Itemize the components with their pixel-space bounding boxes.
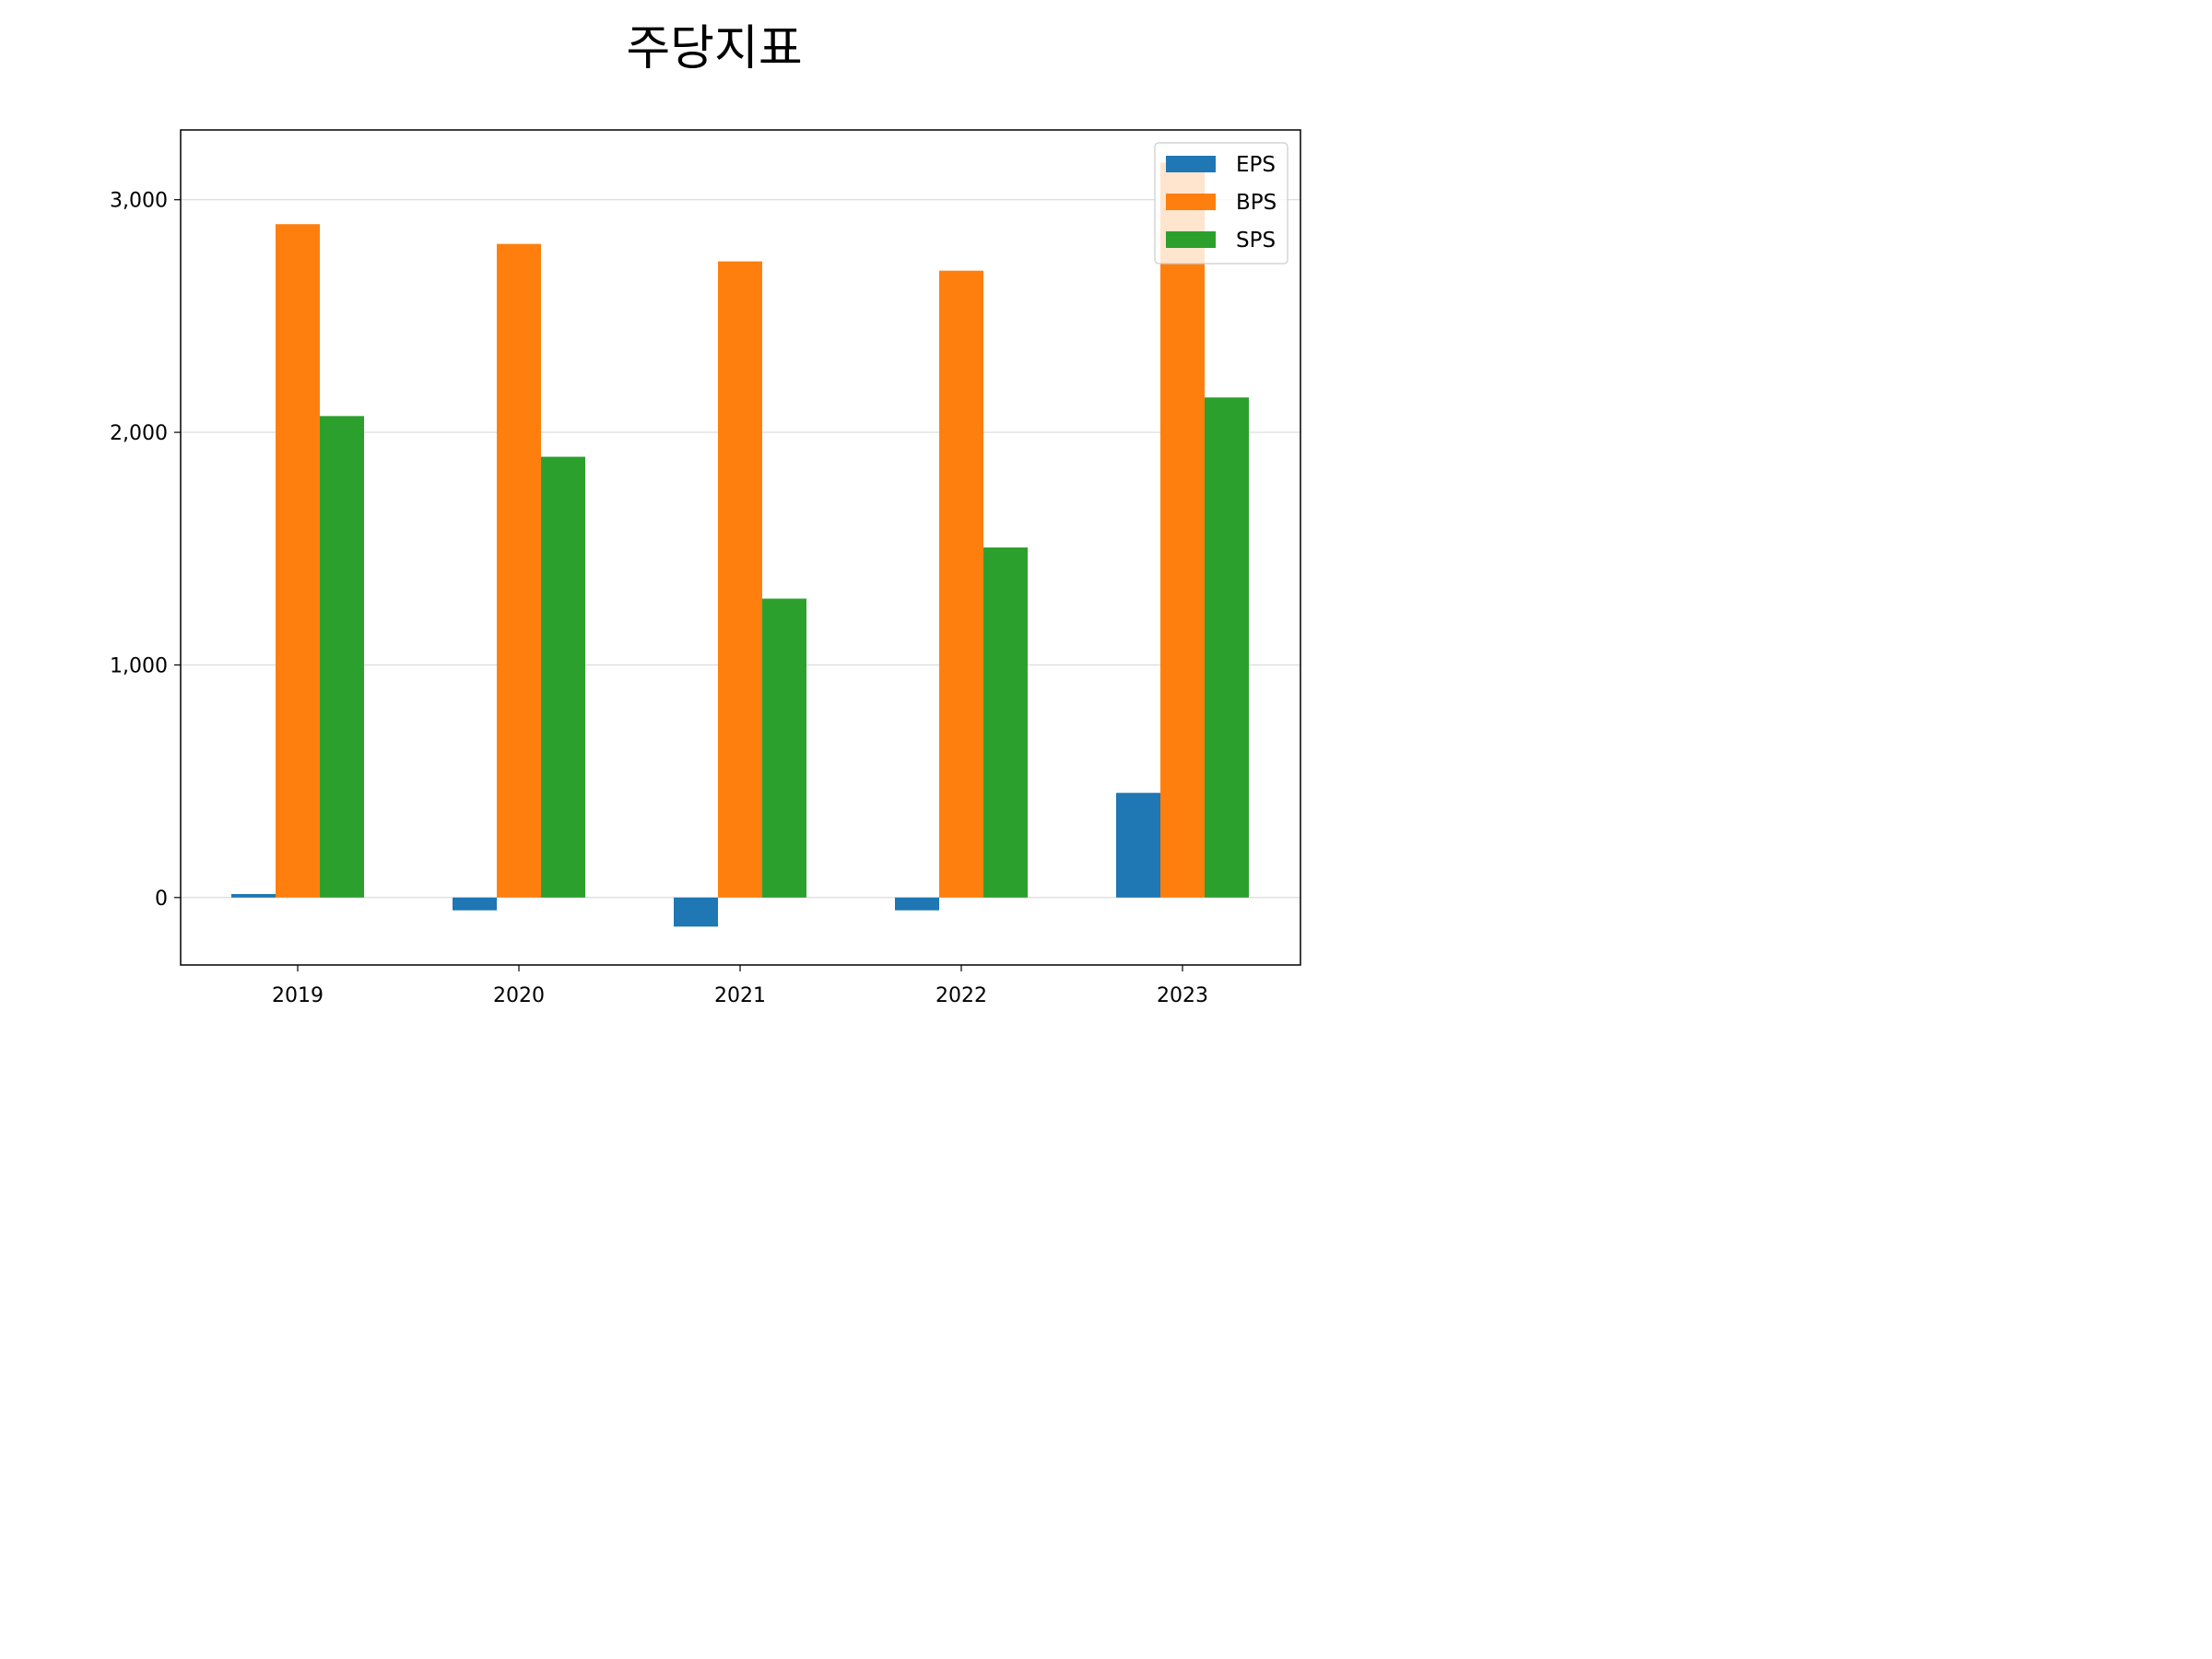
x-tick-label: 2019 <box>272 984 324 1007</box>
bar-eps-2022 <box>895 897 939 911</box>
bar-eps-2023 <box>1116 793 1160 898</box>
legend: EPS BPS SPS <box>1154 142 1288 265</box>
legend-swatch-sps <box>1166 231 1216 248</box>
bar-sps-2019 <box>320 416 364 898</box>
y-tick-label: 2,000 <box>110 422 168 445</box>
x-tick-label: 2023 <box>1157 984 1208 1007</box>
bar-sps-2023 <box>1205 397 1249 898</box>
bars <box>231 162 1249 927</box>
y-tick-label: 3,000 <box>110 190 168 213</box>
bar-bps-2023 <box>1160 162 1205 898</box>
legend-label-eps: EPS <box>1236 153 1276 177</box>
legend-swatch-bps <box>1166 194 1216 210</box>
bar-sps-2021 <box>762 598 806 898</box>
bar-bps-2019 <box>276 224 320 898</box>
bar-eps-2021 <box>674 897 718 927</box>
x-tick-label: 2021 <box>714 984 766 1007</box>
bar-bps-2021 <box>718 261 762 898</box>
bar-sps-2022 <box>983 547 1028 898</box>
x-tick-label: 2020 <box>493 984 545 1007</box>
y-tick-label: 0 <box>155 888 168 911</box>
chart-title: 주당지표 <box>626 21 803 76</box>
bar-sps-2020 <box>541 456 585 898</box>
x-tick-label: 2022 <box>935 984 987 1007</box>
legend-label-sps: SPS <box>1236 229 1276 253</box>
ticks: 0 1,000 2,000 3,000 2019 2020 2021 2022 2023 <box>110 190 1208 1007</box>
bar-bps-2022 <box>939 270 983 898</box>
bar-eps-2019 <box>231 894 276 898</box>
y-tick-label: 1,000 <box>110 654 168 677</box>
legend-label-bps: BPS <box>1236 191 1277 215</box>
legend-swatch-eps <box>1166 156 1216 172</box>
bar-eps-2020 <box>453 897 497 911</box>
bar-bps-2020 <box>497 243 541 898</box>
bar-chart: 0 1,000 2,000 3,000 2019 2020 2021 2022 2023 EPS… <box>110 129 1301 1007</box>
